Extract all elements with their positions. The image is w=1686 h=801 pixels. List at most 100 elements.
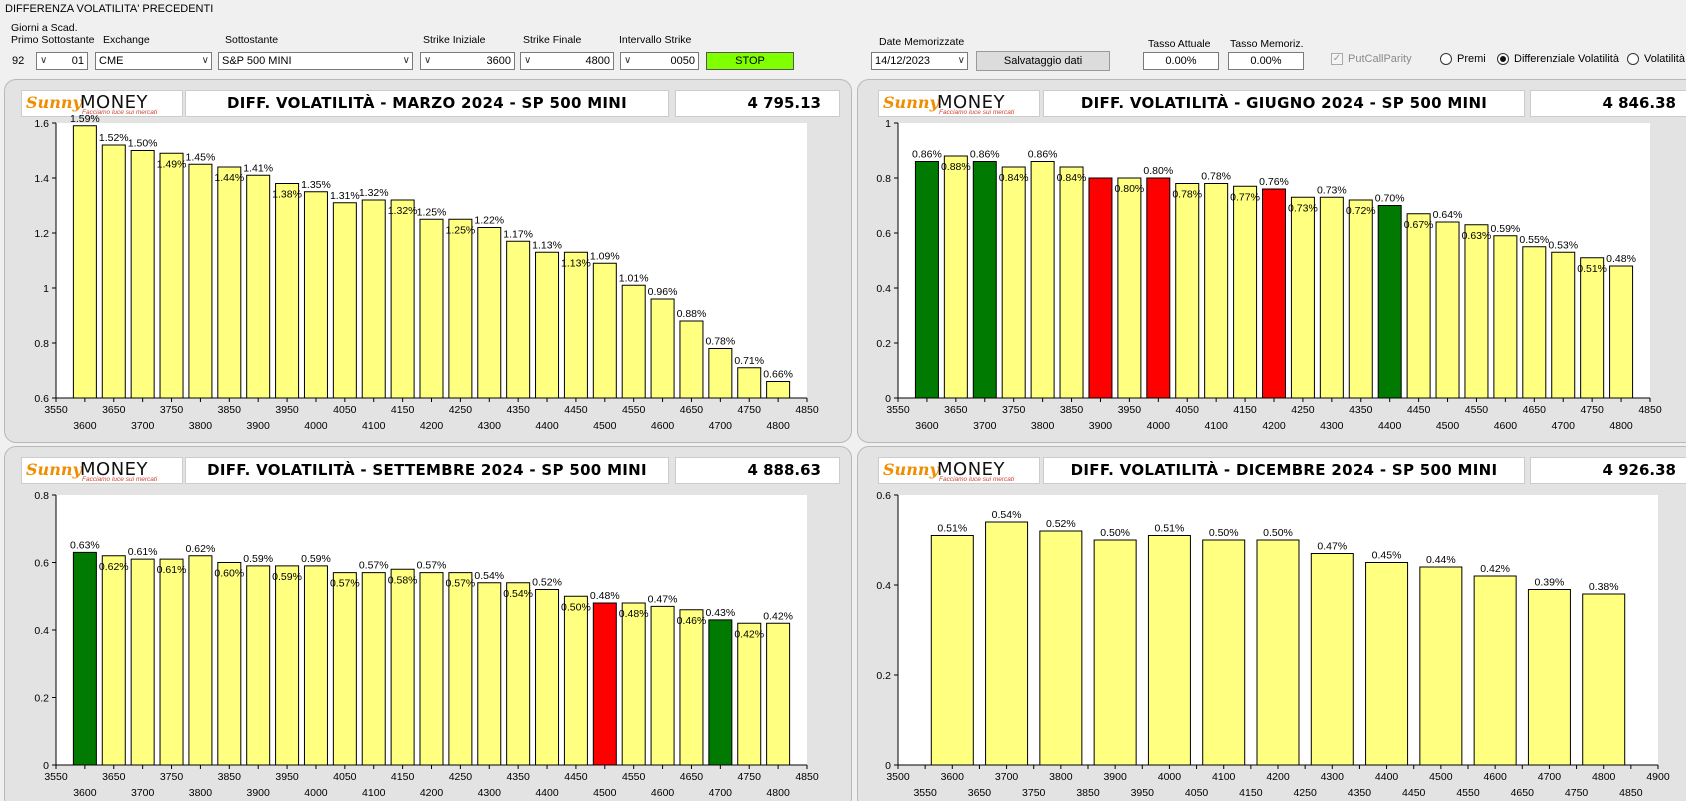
- tasso-attuale-field[interactable]: 0.00%: [1143, 52, 1219, 70]
- exchange-select[interactable]: CME ∨: [95, 52, 212, 70]
- radio-differenziale-volatilita[interactable]: Differenziale Volatilità: [1497, 53, 1619, 65]
- bar-4700: [708, 619, 733, 766]
- sunny-money-logo: Sunny MONEY Facciamo luce sui mercati: [21, 90, 183, 117]
- bar-3850: [217, 562, 242, 766]
- data-label: 0.52%: [532, 577, 562, 589]
- x-tick-label: 4500: [1436, 420, 1460, 432]
- bar-4150: [1233, 185, 1258, 399]
- x-tick-label: 3850: [218, 404, 242, 416]
- sottostante-select[interactable]: S&P 500 MINI ∨: [218, 52, 413, 70]
- bar-4100: [1202, 539, 1246, 766]
- chevron-down-icon: ∨: [402, 55, 410, 66]
- logo-sunny-text: Sunny: [26, 460, 82, 479]
- data-label: 0.57%: [417, 560, 447, 572]
- bar-4550: [1464, 224, 1489, 399]
- chevron-down-icon: ∨: [40, 55, 48, 66]
- bar-chart: 0.51% 0.54% 0.52% 0.50% 0.51% 0.50% 0.50% 0.47%…: [876, 490, 1670, 799]
- bar-3900: [1088, 177, 1113, 399]
- tasso-memoriz-field[interactable]: 0.00%: [1228, 52, 1304, 70]
- data-label: 0.59%: [272, 571, 302, 583]
- bar-4550: [621, 284, 646, 399]
- bar-4100: [361, 199, 386, 399]
- data-label: 1.35%: [301, 179, 331, 191]
- data-label: 0.71%: [734, 355, 764, 367]
- x-tick-label: 4300: [1321, 771, 1345, 783]
- bar-4250: [448, 572, 473, 766]
- chevron-down-icon: ∨: [624, 55, 632, 66]
- bar-4750: [737, 367, 762, 399]
- data-label: 0.54%: [992, 509, 1022, 521]
- date-memorizzate-select[interactable]: 14/12/2023 ∨: [871, 52, 968, 70]
- x-tick-label: 3800: [189, 787, 213, 799]
- x-tick-label: 4650: [680, 771, 704, 783]
- x-tick-label: 4400: [535, 787, 559, 799]
- data-label: 0.48%: [590, 590, 620, 602]
- bar-3650: [101, 144, 126, 399]
- bar-4100: [1204, 183, 1229, 399]
- logo-money-text: MONEY: [80, 459, 149, 480]
- x-tick-label: 3600: [915, 420, 939, 432]
- logo-sunny-text: Sunny: [883, 93, 939, 112]
- x-tick-label: 3700: [131, 787, 155, 799]
- data-label: 1.32%: [388, 205, 418, 217]
- x-tick-label: 4750: [738, 771, 762, 783]
- bar-4350: [1348, 199, 1373, 399]
- chart-panel-dicembre: Sunny MONEY Facciamo luce sui mercati DI…: [857, 446, 1686, 801]
- bar-4500: [1435, 221, 1460, 399]
- bar-4800: [766, 622, 791, 766]
- data-label: 0.62%: [186, 543, 216, 555]
- intervallo-strike-select[interactable]: ∨ 0050: [620, 52, 699, 70]
- bar-3750: [159, 152, 184, 399]
- x-tick-label: 3700: [131, 420, 155, 432]
- y-tick-label: 0.4: [876, 283, 891, 295]
- x-tick-label: 4550: [1465, 404, 1489, 416]
- bar-4200: [1256, 539, 1300, 766]
- x-tick-label: 3800: [189, 420, 213, 432]
- x-tick-label: 4350: [506, 771, 530, 783]
- radio-volatilita[interactable]: Volatilità: [1627, 53, 1685, 65]
- primo-sottostante-select[interactable]: ∨ 01: [36, 52, 88, 70]
- putcallparity-checkbox[interactable]: ✓ PutCallParity: [1331, 53, 1412, 65]
- data-label: 0.77%: [1230, 191, 1260, 203]
- bar-chart: 1.59% 1.52% 1.50% 1.49%1.45% 1.44%1.41% 1.38%…: [34, 113, 818, 432]
- chevron-down-icon: ∨: [424, 55, 432, 66]
- tasso-attuale-label: Tasso Attuale: [1148, 38, 1211, 50]
- chart-panel-marzo: Sunny MONEY Facciamo luce sui mercati DI…: [4, 79, 852, 443]
- sunny-money-logo: Sunny MONEY Facciamo luce sui mercati: [21, 457, 183, 484]
- x-tick-label: 4900: [1646, 771, 1670, 783]
- chart-panel-giugno: Sunny MONEY Facciamo luce sui mercati DI…: [857, 79, 1686, 443]
- bar-3700: [130, 558, 155, 766]
- salvataggio-dati-button[interactable]: Salvataggio dati: [976, 51, 1110, 71]
- intervallo-strike-label: Intervallo Strike: [619, 34, 692, 46]
- bar-4700: [1527, 589, 1571, 766]
- data-label: 0.86%: [970, 149, 1000, 161]
- bar-4800: [1582, 593, 1626, 766]
- data-label: 0.67%: [1404, 219, 1434, 231]
- data-label: 0.59%: [243, 553, 273, 565]
- strike-finale-select[interactable]: ∨ 4800: [520, 52, 614, 70]
- stop-button[interactable]: STOP: [706, 52, 794, 70]
- radio-premi[interactable]: Premi: [1440, 53, 1486, 65]
- bar-4050: [332, 572, 357, 766]
- bar-3600: [72, 551, 97, 766]
- bar-4300: [1310, 553, 1354, 766]
- bar-4000: [303, 565, 328, 766]
- sunny-money-logo: Sunny MONEY Facciamo luce sui mercati: [878, 457, 1040, 484]
- x-tick-label: 3700: [995, 771, 1019, 783]
- bar-4350: [506, 240, 531, 399]
- x-tick-label: 3650: [102, 771, 126, 783]
- bar-3850: [217, 166, 242, 399]
- x-tick-label: 3900: [247, 420, 271, 432]
- x-tick-label: 4200: [420, 787, 444, 799]
- x-tick-label: 4850: [795, 771, 819, 783]
- bar-3900: [246, 565, 271, 766]
- x-tick-label: 4850: [1638, 404, 1662, 416]
- bar-4800: [766, 381, 791, 399]
- x-tick-label: 3950: [275, 404, 299, 416]
- x-tick-label: 4150: [1239, 787, 1263, 799]
- x-tick-label: 4000: [1158, 771, 1182, 783]
- strike-iniziale-select[interactable]: ∨ 3600: [420, 52, 515, 70]
- data-label: 0.96%: [648, 286, 678, 298]
- y-tick-label: 0.8: [34, 338, 49, 350]
- x-tick-label: 4250: [449, 771, 473, 783]
